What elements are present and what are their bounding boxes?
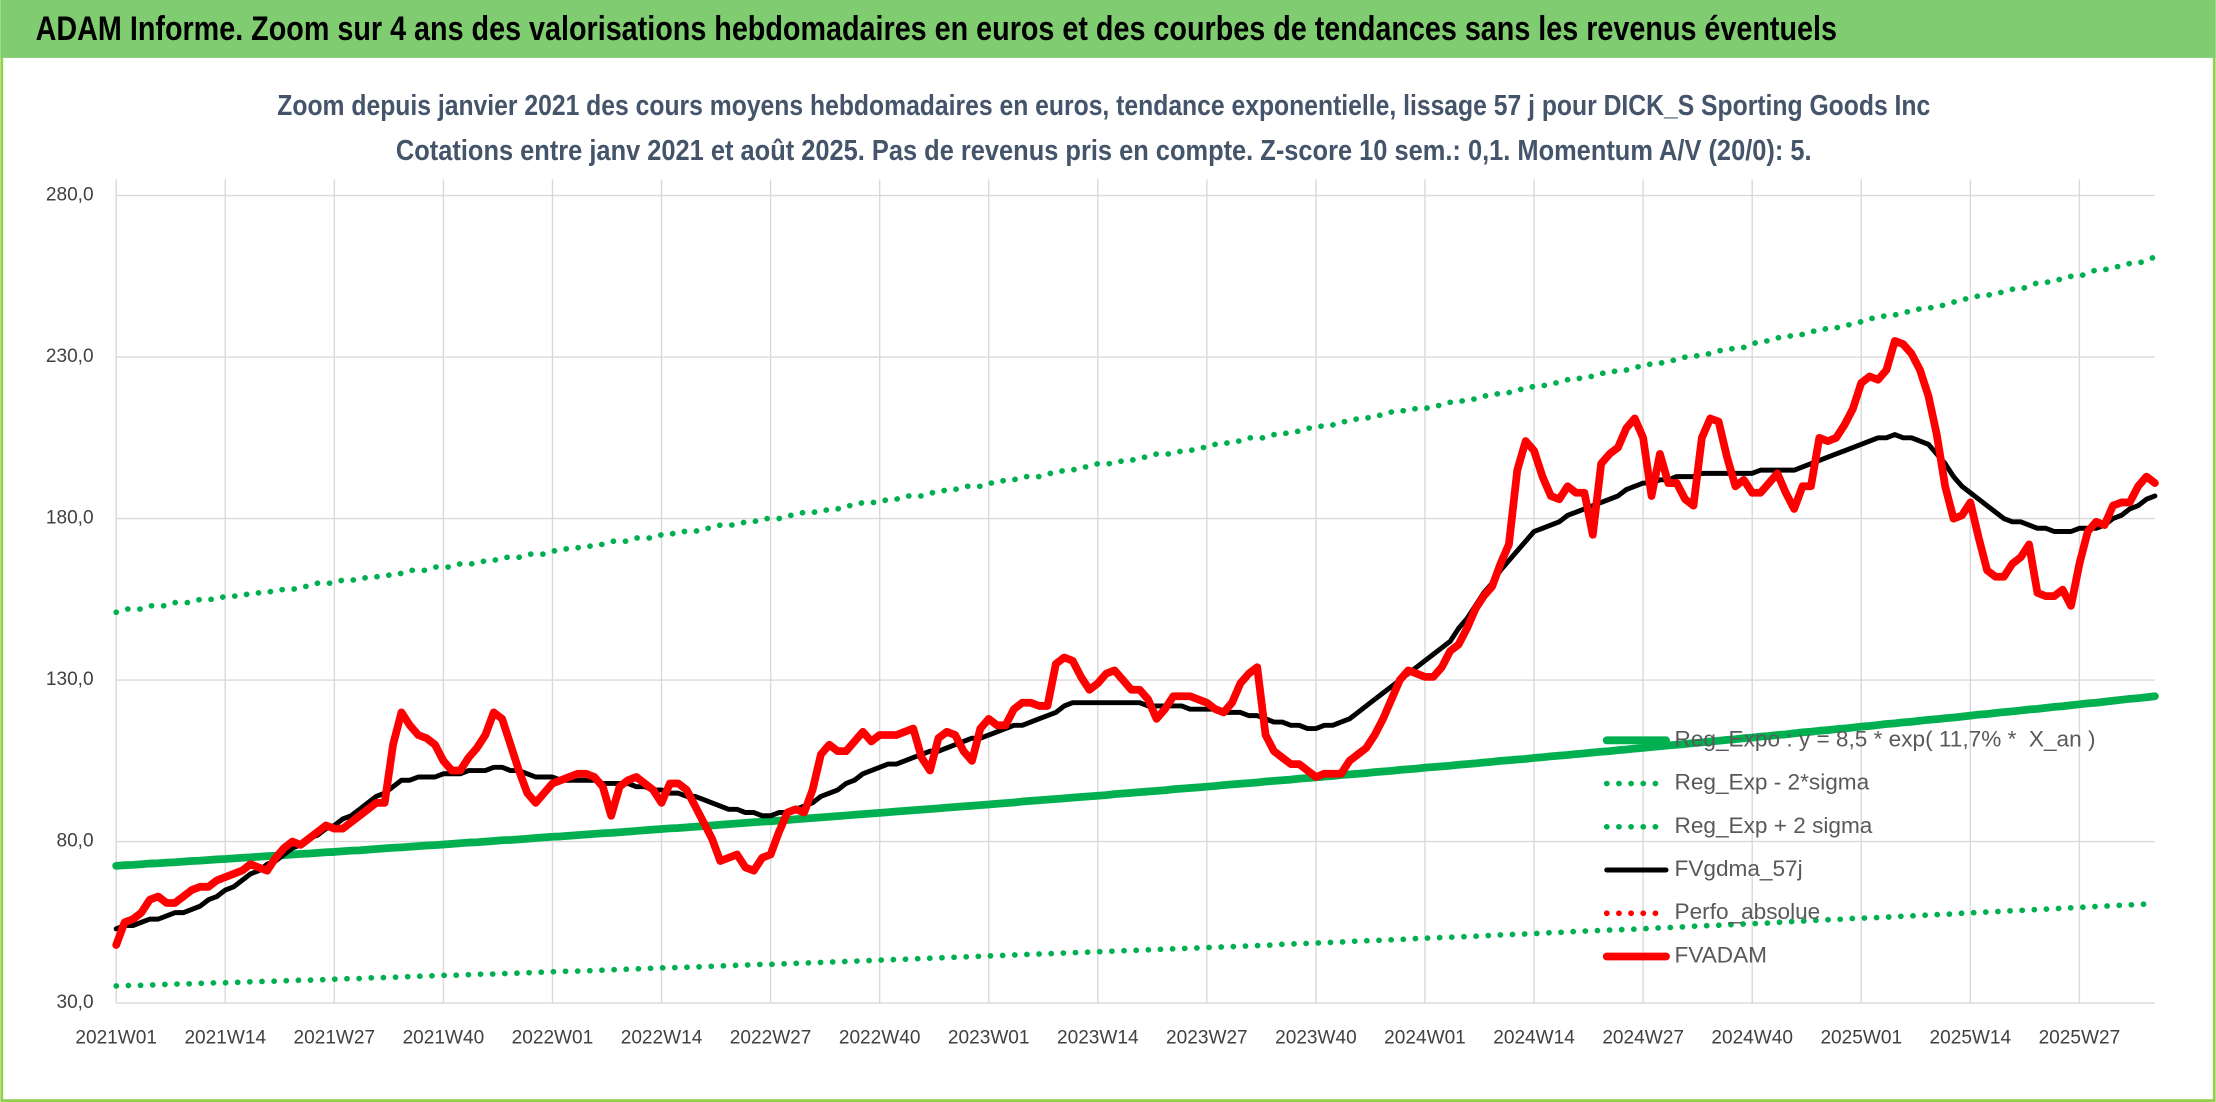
header-title: ADAM Informe. Zoom sur 4 ans des valoris… <box>36 10 1837 48</box>
x-tick-label: 2023W27 <box>1166 1027 1248 1048</box>
series-line <box>112 337 2159 949</box>
chart-subtitle: Cotations entre janv 2021 et août 2025. … <box>396 134 1812 166</box>
x-tick-label: 2024W01 <box>1384 1027 1466 1048</box>
x-tick-label: 2024W14 <box>1493 1027 1575 1048</box>
chart-title: Zoom depuis janvier 2021 des cours moyen… <box>277 89 1930 121</box>
x-tick-label: 2021W01 <box>75 1027 157 1048</box>
x-tick-label: 2024W27 <box>1602 1027 1684 1048</box>
legend-label: Reg_Expo : y = 8,5 * exp( 11,7% * X_an ) <box>1675 726 2096 751</box>
header-bar <box>0 0 2216 58</box>
x-tick-label: 2025W27 <box>2039 1027 2121 1048</box>
x-tick-label: 2024W40 <box>1711 1027 1793 1048</box>
y-tick-label: 30,0 <box>56 992 93 1013</box>
series-line <box>112 692 2159 870</box>
y-tick-label: 80,0 <box>56 831 93 852</box>
x-tick-label: 2022W14 <box>621 1027 703 1048</box>
y-tick-label: 130,0 <box>46 669 94 690</box>
legend-label: FVADAM <box>1675 942 1767 967</box>
y-tick-label: 230,0 <box>46 346 94 367</box>
series-line <box>113 254 2158 616</box>
x-tick-label: 2025W14 <box>1930 1027 2012 1048</box>
y-tick-label: 280,0 <box>46 185 94 206</box>
x-tick-label: 2021W14 <box>184 1027 266 1048</box>
x-tick-label: 2023W14 <box>1057 1027 1139 1048</box>
x-tick-label: 2025W01 <box>1820 1027 1902 1048</box>
legend-label: Perfo_absolue <box>1675 899 1821 924</box>
x-tick-label: 2021W40 <box>403 1027 485 1048</box>
legend-label: Reg_Exp + 2 sigma <box>1675 813 1873 838</box>
x-tick-label: 2021W27 <box>294 1027 376 1048</box>
legend-label: FVgdma_57j <box>1675 856 1803 881</box>
x-tick-label: 2023W01 <box>948 1027 1030 1048</box>
legend-label: Reg_Exp - 2*sigma <box>1675 770 1870 795</box>
x-tick-label: 2022W27 <box>730 1027 812 1048</box>
x-tick-label: 2022W01 <box>512 1027 594 1048</box>
y-tick-label: 180,0 <box>46 508 94 529</box>
series-line <box>113 900 2158 989</box>
x-tick-label: 2022W40 <box>839 1027 921 1048</box>
x-tick-label: 2023W40 <box>1275 1027 1357 1048</box>
